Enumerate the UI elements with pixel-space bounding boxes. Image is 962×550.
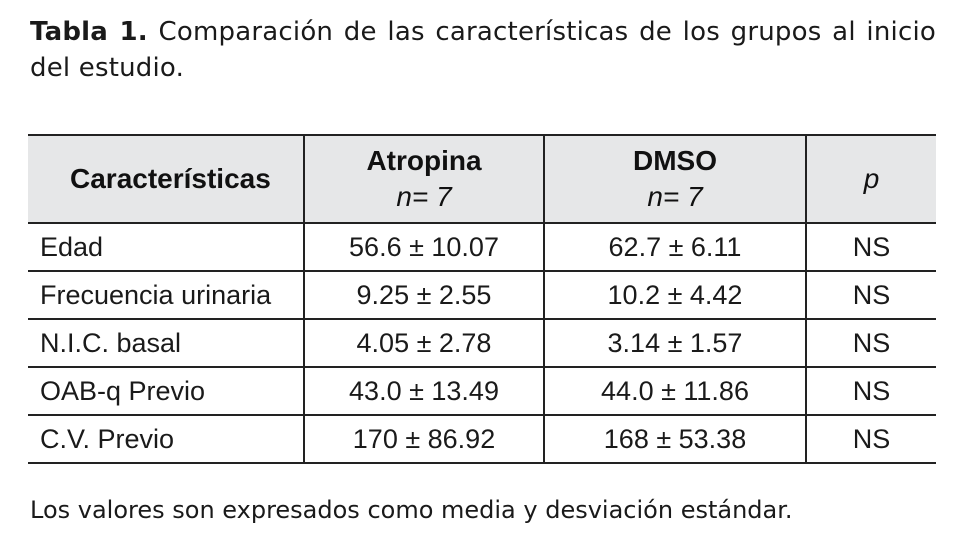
header-atropina: Atropina n= 7 — [303, 134, 544, 224]
cell-atropina: 170 ± 86.92 — [303, 415, 544, 464]
caption-text: Comparación de las características de lo… — [30, 17, 936, 83]
cell-p: NS — [805, 367, 936, 416]
header-atropina-n: n= 7 — [396, 181, 452, 212]
table-caption: Tabla 1. Comparación de las característi… — [30, 14, 936, 86]
comparison-table: Características Atropina n= 7 DMSO n= 7 … — [28, 134, 936, 464]
header-dmso-name: DMSO — [633, 145, 717, 176]
header-atropina-name: Atropina — [366, 145, 482, 176]
cell-dmso: 62.7 ± 6.11 — [543, 223, 806, 272]
table-row: N.I.C. basal 4.05 ± 2.78 3.14 ± 1.57 NS — [28, 319, 936, 368]
row-label: N.I.C. basal — [28, 319, 304, 368]
cell-dmso: 10.2 ± 4.42 — [543, 271, 806, 320]
table-header-row: Características Atropina n= 7 DMSO n= 7 … — [28, 134, 936, 224]
cell-atropina: 9.25 ± 2.55 — [303, 271, 544, 320]
header-p-value: p — [805, 134, 936, 224]
row-label: C.V. Previo — [28, 415, 304, 464]
cell-atropina: 43.0 ± 13.49 — [303, 367, 544, 416]
header-dmso-n: n= 7 — [647, 181, 703, 212]
row-label: Frecuencia urinaria — [28, 271, 304, 320]
caption-label: Tabla 1. — [30, 17, 148, 47]
header-p-label: p — [863, 163, 880, 194]
cell-p: NS — [805, 415, 936, 464]
table-footnote: Los valores son expresados como media y … — [30, 496, 793, 524]
cell-dmso: 168 ± 53.38 — [543, 415, 806, 464]
cell-p: NS — [805, 223, 936, 272]
table-row: Edad 56.6 ± 10.07 62.7 ± 6.11 NS — [28, 223, 936, 272]
header-characteristics: Características — [28, 134, 304, 224]
cell-dmso: 3.14 ± 1.57 — [543, 319, 806, 368]
cell-atropina: 56.6 ± 10.07 — [303, 223, 544, 272]
cell-p: NS — [805, 271, 936, 320]
row-label: OAB-q Previo — [28, 367, 304, 416]
table-row: C.V. Previo 170 ± 86.92 168 ± 53.38 NS — [28, 415, 936, 464]
cell-p: NS — [805, 319, 936, 368]
header-dmso: DMSO n= 7 — [543, 134, 806, 224]
cell-atropina: 4.05 ± 2.78 — [303, 319, 544, 368]
table-row: Frecuencia urinaria 9.25 ± 2.55 10.2 ± 4… — [28, 271, 936, 320]
cell-dmso: 44.0 ± 11.86 — [543, 367, 806, 416]
table-row: OAB-q Previo 43.0 ± 13.49 44.0 ± 11.86 N… — [28, 367, 936, 416]
row-label: Edad — [28, 223, 304, 272]
